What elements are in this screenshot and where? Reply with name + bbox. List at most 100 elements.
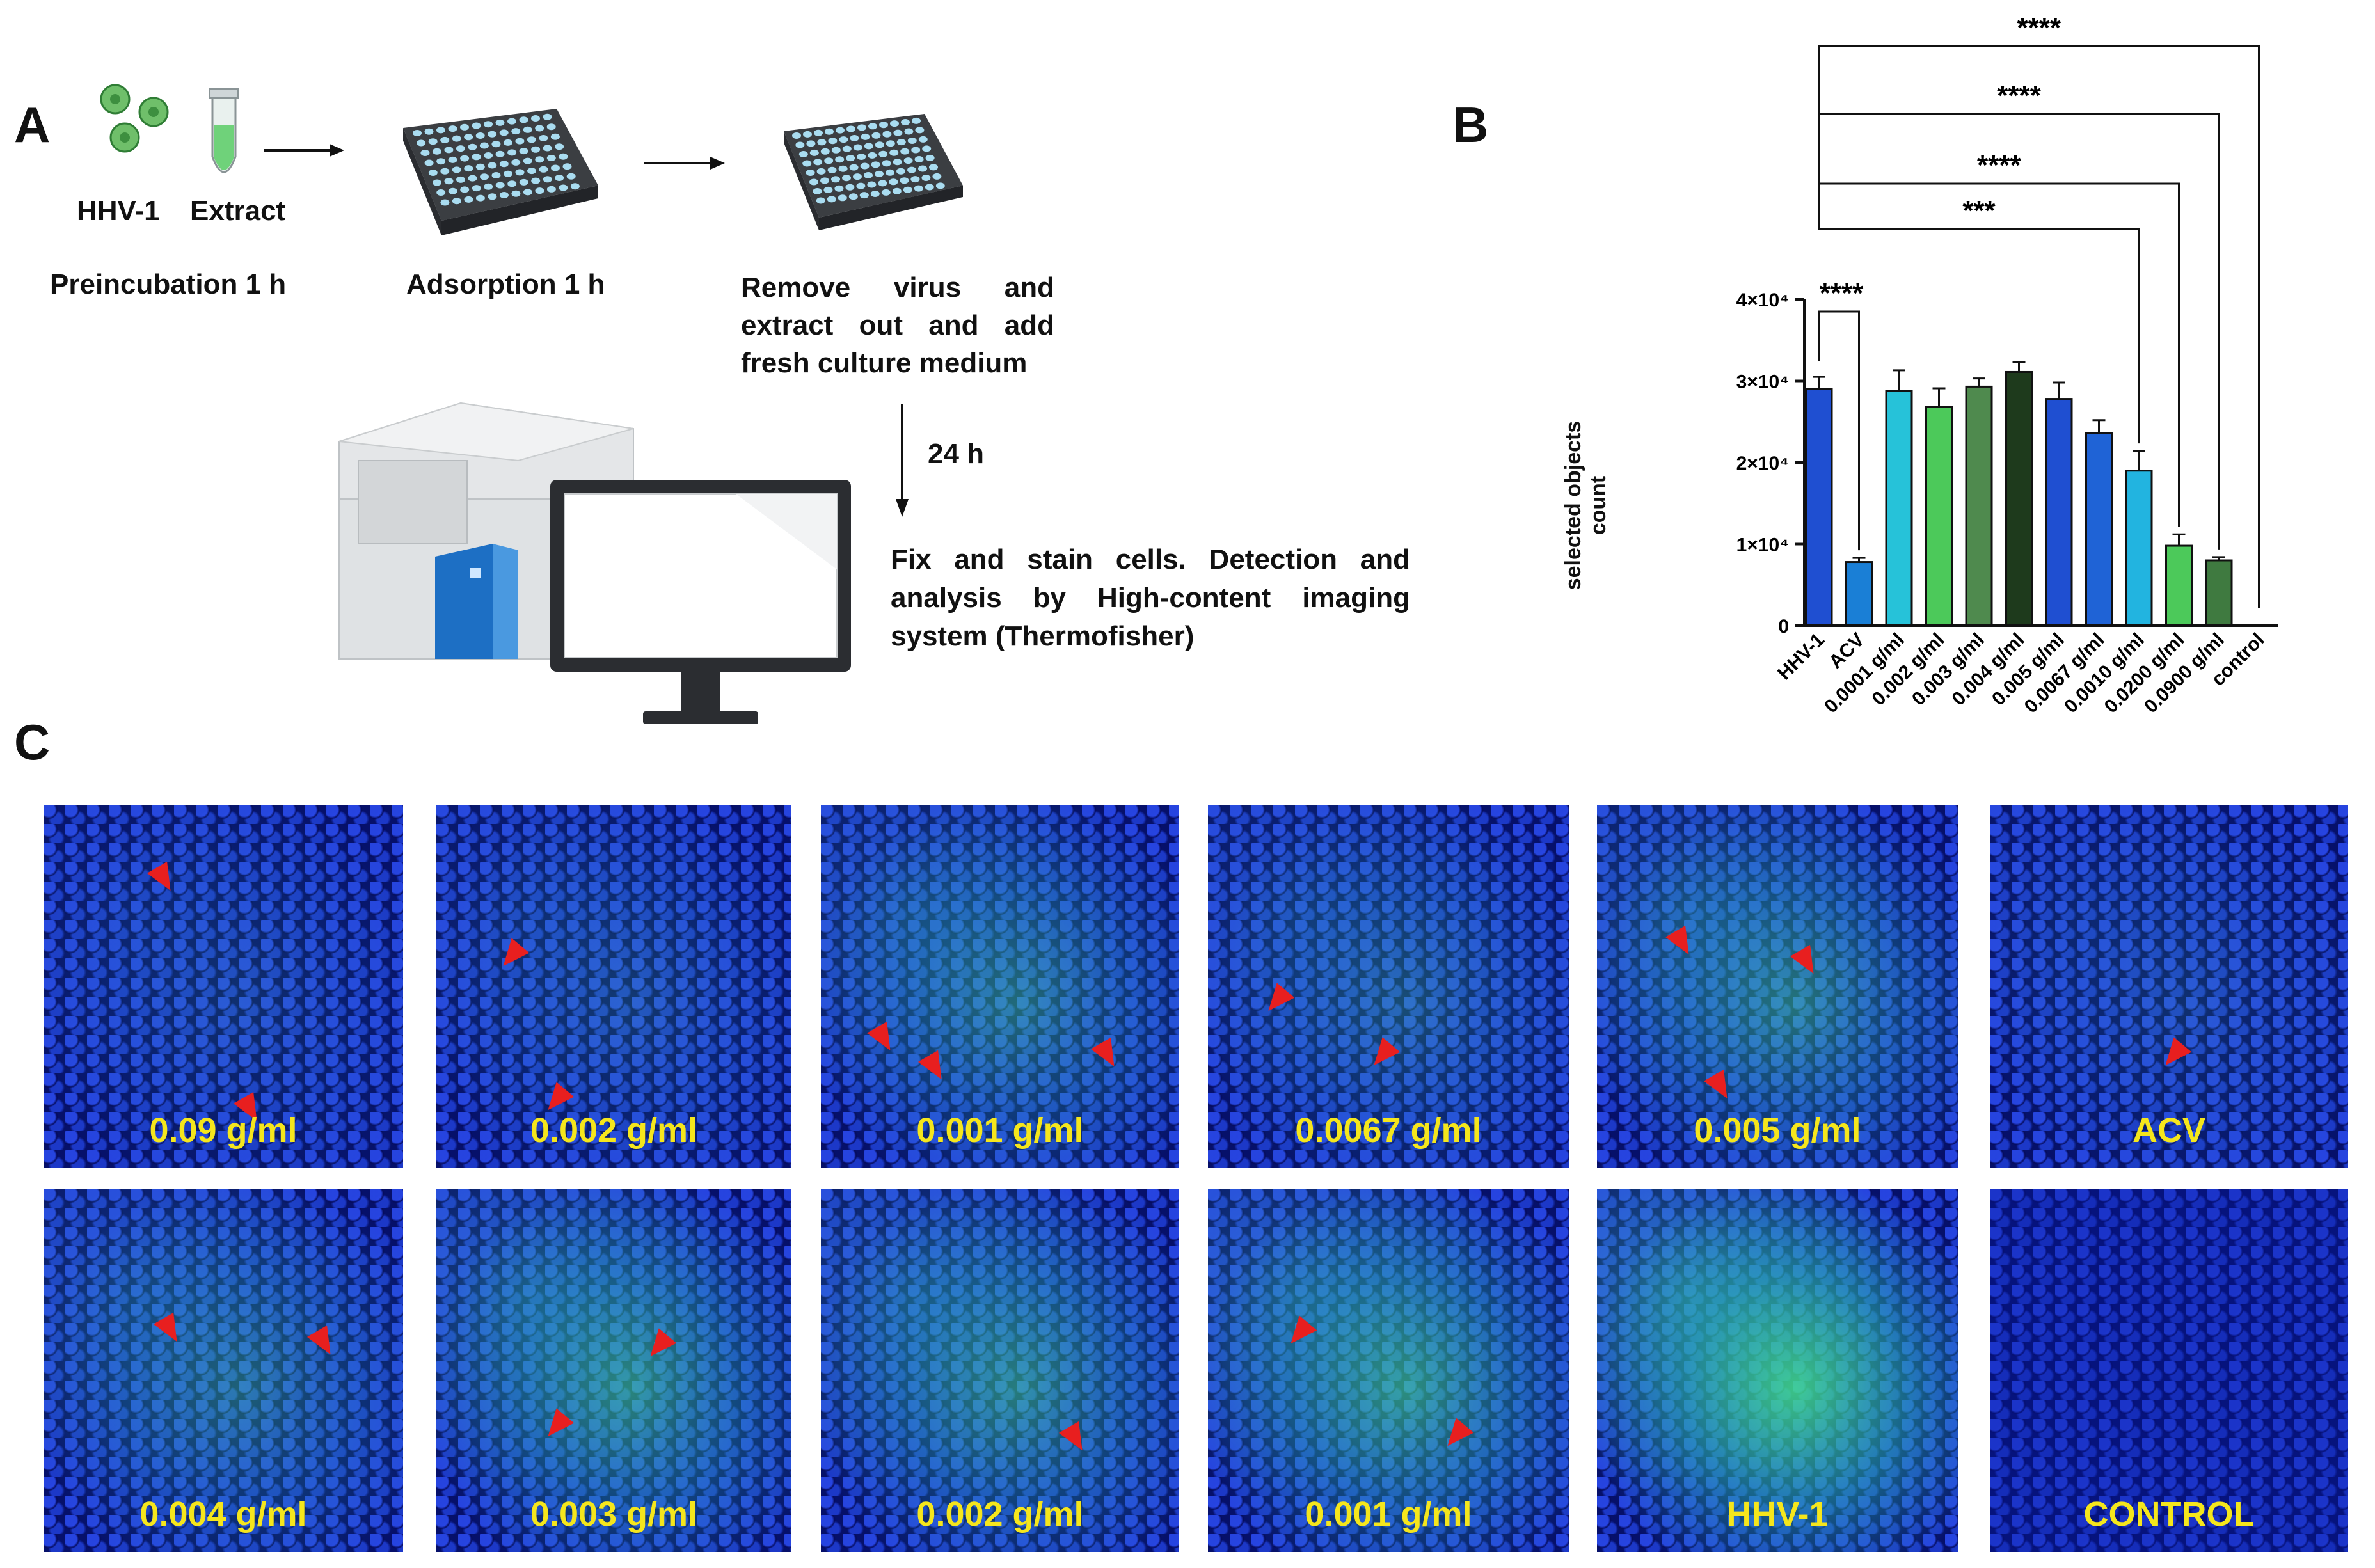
well <box>853 173 862 180</box>
micrograph: 0.001 g/ml <box>1208 1189 1569 1552</box>
well <box>861 133 870 140</box>
well <box>555 143 564 150</box>
well <box>846 155 855 162</box>
well <box>860 162 870 170</box>
micrograph-caption: 0.002 g/ml <box>916 1495 1084 1533</box>
well <box>507 118 516 125</box>
well <box>814 129 823 136</box>
well <box>806 140 816 147</box>
well <box>929 164 938 171</box>
well <box>925 154 935 161</box>
well <box>550 133 560 140</box>
micrograph-caption: CONTROL <box>2083 1495 2255 1533</box>
well <box>472 185 481 192</box>
well <box>878 180 887 187</box>
well <box>543 176 552 183</box>
well <box>531 177 541 184</box>
well <box>444 178 454 185</box>
well <box>798 151 808 157</box>
well <box>566 173 576 180</box>
bar <box>1925 406 1953 627</box>
bar <box>2165 544 2193 627</box>
significance-label: *** <box>1962 195 1996 226</box>
well <box>535 156 544 163</box>
well <box>886 169 894 176</box>
well <box>535 187 544 194</box>
well <box>823 186 833 193</box>
time-label: 24 h <box>928 438 985 470</box>
well <box>511 190 521 197</box>
well <box>901 119 910 125</box>
well <box>428 170 438 176</box>
well <box>475 132 485 139</box>
well <box>834 185 844 192</box>
micrograph: 0.003 g/ml <box>436 1189 791 1552</box>
micrograph-caption: 0.003 g/ml <box>530 1495 698 1533</box>
step-preincubation: Preincubation 1 h <box>50 269 287 300</box>
well <box>903 157 913 164</box>
well <box>839 136 848 143</box>
panel-label-a: A <box>14 97 51 153</box>
well <box>881 189 891 196</box>
well <box>452 135 461 142</box>
well <box>859 192 869 199</box>
well <box>523 126 532 133</box>
well <box>452 166 461 173</box>
virus-icon <box>100 84 169 153</box>
well <box>831 176 840 183</box>
well <box>499 129 509 136</box>
well <box>491 172 501 178</box>
well <box>925 184 934 191</box>
well <box>912 117 921 124</box>
significance-bracket <box>1818 205 2140 444</box>
step-adsorption: Adsorption 1 h <box>406 269 605 300</box>
well <box>555 175 564 181</box>
hhv-label: HHV-1 <box>77 195 160 226</box>
micrograph: 0.0067 g/ml <box>1208 805 1569 1168</box>
well <box>546 155 556 161</box>
step-detection: Fix and stain cells. Detection and analy… <box>891 544 1410 652</box>
well <box>875 170 884 177</box>
well-plate-icon <box>403 109 598 235</box>
well <box>820 177 829 184</box>
well <box>417 139 426 147</box>
well <box>546 186 556 193</box>
well <box>849 164 859 171</box>
well <box>499 192 509 198</box>
micrograph: HHV-1 <box>1597 1189 1958 1552</box>
well <box>864 172 873 178</box>
well <box>904 128 914 135</box>
well <box>922 145 932 152</box>
arrow-right-icon <box>264 144 344 157</box>
well <box>918 136 928 143</box>
well <box>456 176 465 183</box>
well <box>932 173 942 180</box>
well <box>893 159 902 166</box>
micrograph-caption: 0.09 g/ml <box>149 1111 298 1150</box>
bar <box>2125 470 2153 627</box>
well <box>562 163 572 170</box>
well <box>527 136 536 143</box>
micrograph: 0.09 g/ml <box>44 805 403 1168</box>
well <box>864 143 873 150</box>
well <box>507 180 517 187</box>
well <box>519 178 528 186</box>
well <box>488 193 497 200</box>
tube-icon <box>209 88 239 173</box>
well <box>879 122 888 129</box>
well <box>918 165 927 172</box>
well <box>871 132 881 139</box>
well <box>460 155 470 162</box>
micrograph-caption: ACV <box>2132 1111 2205 1150</box>
well <box>911 147 921 154</box>
well <box>820 148 830 155</box>
well <box>871 161 880 168</box>
bar <box>1845 561 1873 627</box>
well <box>440 168 450 175</box>
well <box>535 125 544 132</box>
well <box>468 175 477 182</box>
micrograph-caption: 0.0067 g/ml <box>1295 1111 1482 1150</box>
well <box>868 152 877 159</box>
well <box>842 145 852 152</box>
well <box>900 148 910 155</box>
